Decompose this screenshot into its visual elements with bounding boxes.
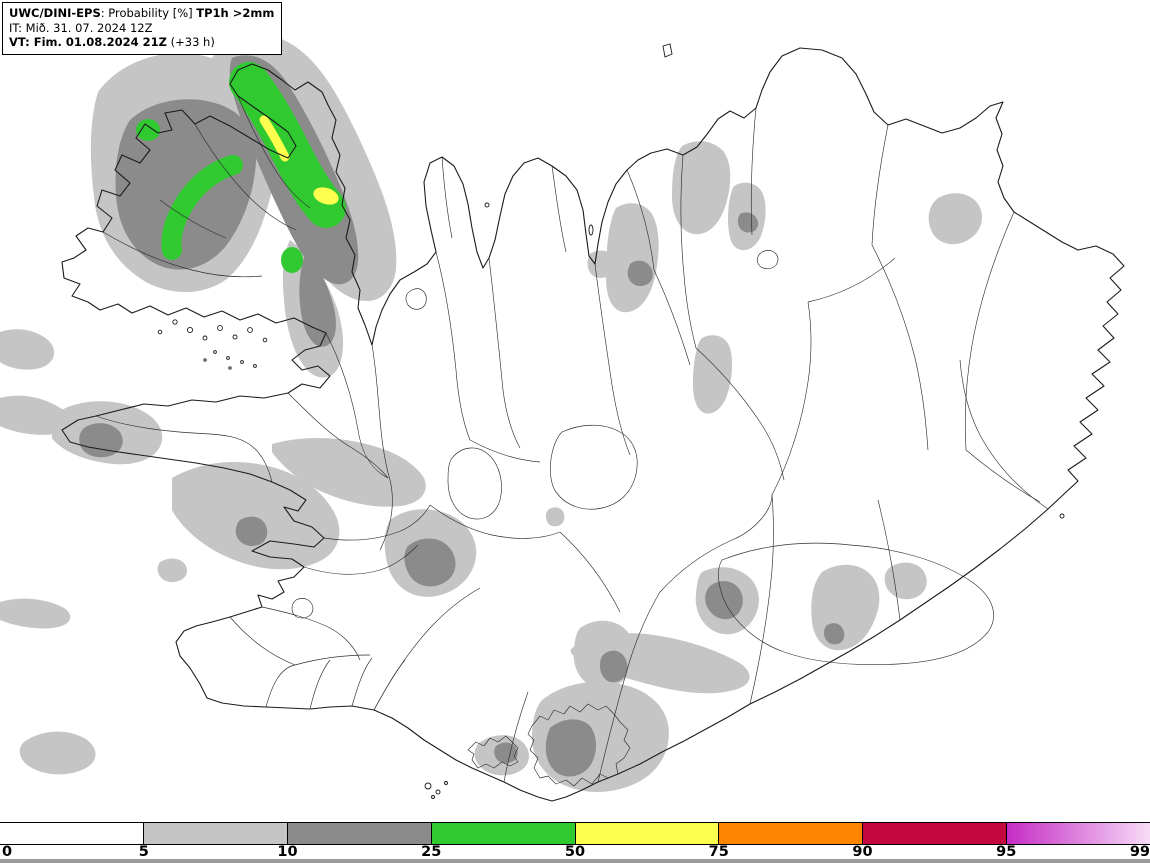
iceland-coastline xyxy=(61,43,1125,802)
title-box: UWC/DINI-EPS: Probability [%] TP1h >2mm … xyxy=(2,2,283,55)
colorbar-tick: 10 xyxy=(277,844,298,860)
islands xyxy=(157,43,1065,799)
model-name: UWC/DINI-EPS xyxy=(9,6,101,20)
colorbar-tick: 90 xyxy=(852,844,873,860)
colorbar-tick: 95 xyxy=(996,844,1017,860)
colorbar-segment xyxy=(574,823,719,844)
probability-shading-yellow xyxy=(259,115,339,205)
colorbar-segment xyxy=(862,823,1007,844)
init-time-line: IT: Mið. 31. 07. 2024 12Z xyxy=(9,20,153,35)
colorbar-segment xyxy=(0,823,143,844)
colorbar-tick: 25 xyxy=(421,844,442,860)
colorbar-segments xyxy=(0,822,1150,845)
colorbar-tick: 75 xyxy=(708,844,729,860)
colorbar-tick: 99 xyxy=(1129,844,1150,860)
valid-time: VT: Fim. 01.08.2024 21Z xyxy=(9,35,167,50)
colorbar-tick: 50 xyxy=(564,844,586,860)
title-line-1: UWC/DINI-EPS: Probability [%] TP1h >2mm xyxy=(9,6,274,21)
colorbar-segment xyxy=(286,823,431,844)
colorbar-tick: 5 xyxy=(138,844,149,860)
parameter-name: TP1h >2mm xyxy=(196,6,275,20)
colorbar-segment xyxy=(718,823,863,844)
title-desc: : Probability [%] xyxy=(100,6,197,20)
colorbar-segment xyxy=(142,823,287,844)
forecast-map xyxy=(0,34,1125,802)
colorbar-segment xyxy=(1006,823,1150,844)
valid-time-line: VT: Fim. 01.08.2024 21Z (+33 h) xyxy=(9,35,274,50)
bottom-strip xyxy=(0,859,1150,863)
colorbar-segment xyxy=(430,823,575,844)
municipality-boundaries xyxy=(95,95,1049,787)
colorbar-tick: 0 xyxy=(2,844,13,860)
colorbar-ticks: 0 5 10 25 50 75 90 95 99 xyxy=(0,844,1150,860)
lead-time: (+33 h) xyxy=(166,35,215,50)
